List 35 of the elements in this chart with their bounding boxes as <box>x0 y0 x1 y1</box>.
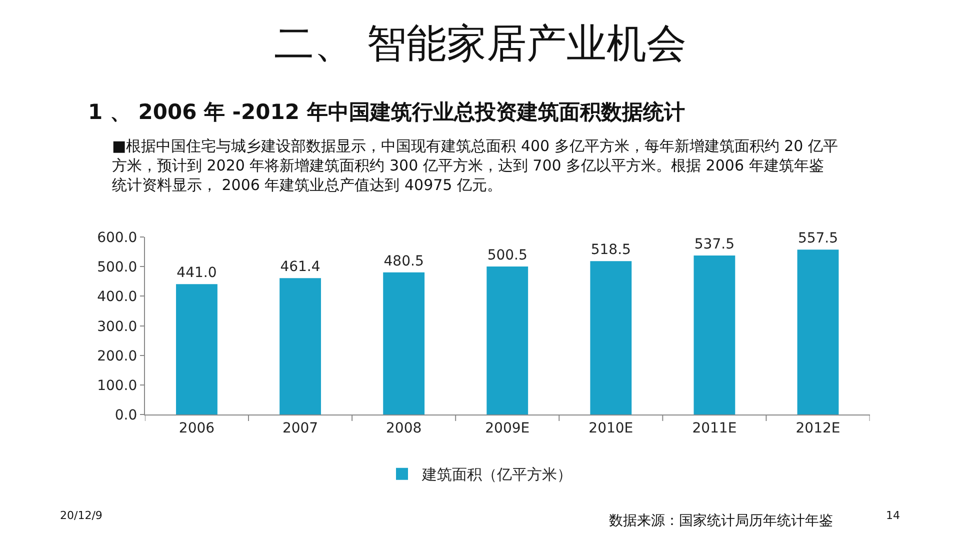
x-tick-label: 2009E <box>485 420 530 436</box>
text: 20/12/9 <box>60 509 102 522</box>
chart-subtitle: 1 、 2006 年 -2012 年中国建筑行业总投资建筑面积数据统计 <box>88 100 685 124</box>
y-tick-label: 600.0 <box>97 230 138 246</box>
bar <box>590 261 632 415</box>
x-tick-label: 2006 <box>178 420 215 436</box>
x-tick-label: 2011E <box>692 420 737 436</box>
data-label: 500.5 <box>487 247 528 264</box>
y-tick-label: 200.0 <box>97 348 138 364</box>
bar <box>176 284 218 415</box>
y-tick-label: 400.0 <box>97 289 138 306</box>
text: ■根据中国住宅与城乡建设部数据显示，中国现有建筑总面积 400 多亿平方米，每年新增建筑面积约 20 亿平方米，预计到 2020 年将新增建筑面积约 300 亿平方米，达到 700 多亿以平方米。根据 2006 年建筑年鉴统计资料显示， 2006 年建筑业总产值达到 40975 亿元。 <box>112 137 838 194</box>
data-label: 537.5 <box>694 236 734 253</box>
x-tick-label: 2008 <box>386 420 422 436</box>
data-label: 480.5 <box>384 253 424 270</box>
y-tick-label: 500.0 <box>97 260 138 276</box>
y-tick-label: 0.0 <box>114 408 138 424</box>
text: 14 <box>886 509 900 522</box>
source-note: 数据来源：国家统计局历年统计年鉴 <box>609 513 833 529</box>
data-label: 461.4 <box>280 259 320 276</box>
legend-label: 建筑面积（亿平方米） <box>421 466 572 484</box>
chart-title: 二、 智能家居产业机会 <box>274 21 687 67</box>
data-label: 557.5 <box>798 230 838 247</box>
y-tick-label: 100.0 <box>97 378 138 394</box>
bar <box>694 256 736 415</box>
data-label: 441.0 <box>176 265 217 282</box>
x-tick-label: 2012E <box>796 420 840 436</box>
data-label: 518.5 <box>590 242 631 258</box>
bar <box>383 272 425 415</box>
bar <box>486 266 528 415</box>
bar <box>797 250 839 415</box>
y-tick-label: 300.0 <box>97 318 138 335</box>
x-tick-label: 2010E <box>588 420 634 436</box>
bar <box>280 278 321 415</box>
x-tick-label: 2007 <box>282 420 318 436</box>
